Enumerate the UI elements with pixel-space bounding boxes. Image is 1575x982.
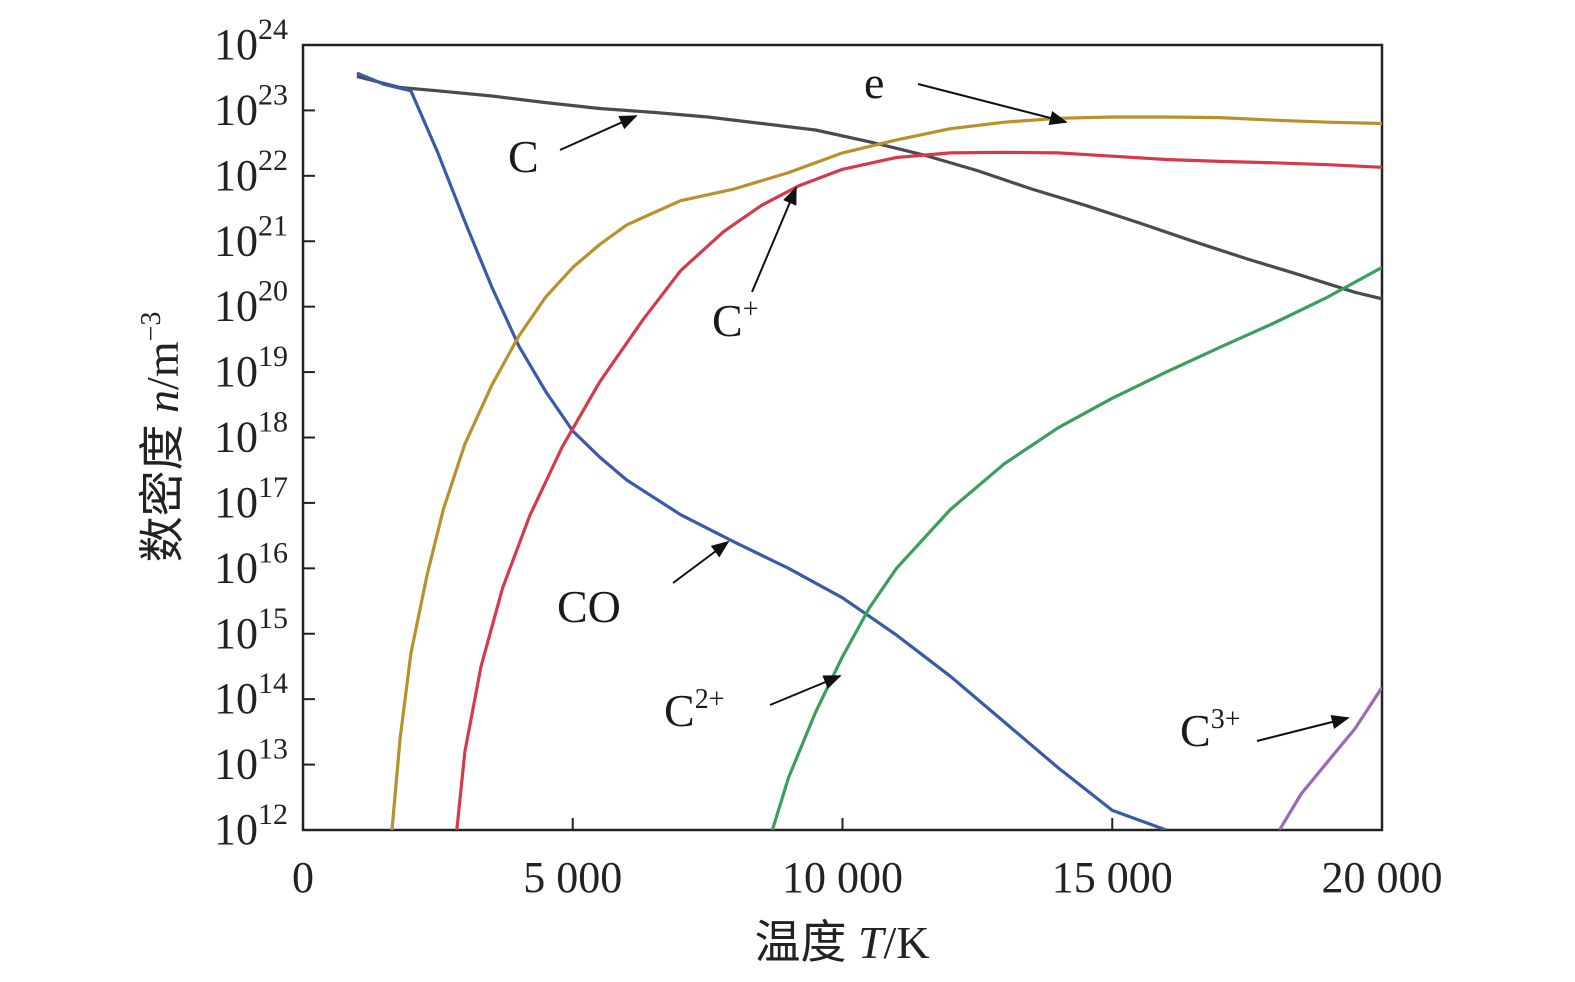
y-tick-label: 1023 (214, 78, 288, 134)
label-c2-plus-base: C (664, 685, 695, 736)
y-tick-label: 1015 (214, 602, 288, 658)
x-tick-label: 20 000 (1322, 853, 1443, 902)
y-tick-label: 1017 (214, 471, 288, 527)
y-tick-label-base: 10 (214, 282, 258, 331)
y-tick-label-exponent: 18 (258, 406, 288, 439)
label-c2-plus: C2+ (664, 684, 724, 736)
label-c2-plus-sup: 2+ (695, 684, 725, 715)
y-axis-title-unit: /m (137, 341, 188, 390)
label-e: e (864, 57, 884, 108)
y-tick-label: 1024 (214, 13, 288, 69)
y-tick-label-exponent: 16 (258, 536, 288, 569)
y-tick-label: 1013 (214, 733, 288, 789)
label-c3-plus-sup: 3+ (1211, 704, 1241, 735)
series-line-co (356, 71, 1167, 830)
y-tick-label-exponent: 23 (258, 78, 288, 111)
arrow-c-plus (751, 186, 797, 293)
label-c3-plus: C3+ (1180, 704, 1240, 756)
annotation-arrows (559, 83, 1350, 742)
x-axis-title-symbol: T (858, 917, 887, 968)
y-tick-label-base: 10 (214, 347, 258, 396)
x-tick-label: 0 (292, 853, 314, 902)
y-tick-label-base: 10 (214, 151, 258, 200)
y-tick-label-base: 10 (214, 805, 258, 854)
y-tick-label-exponent: 20 (258, 275, 288, 308)
y-tick-label-exponent: 22 (258, 144, 288, 177)
y-tick-label-base: 10 (214, 740, 258, 789)
y-tick-label-base: 10 (214, 609, 258, 658)
x-axis-ticks: 0 5 000 10 000 15 000 20 000 (292, 818, 1443, 902)
label-c: C (508, 131, 539, 182)
y-tick-label: 1022 (214, 144, 288, 200)
y-tick-label: 1014 (214, 667, 288, 723)
y-tick-label-exponent: 19 (258, 340, 288, 373)
y-tick-label: 1021 (214, 209, 288, 265)
y-tick-label-exponent: 15 (258, 602, 288, 635)
y-tick-label: 1012 (214, 798, 288, 854)
y-tick-label-base: 10 (214, 478, 258, 527)
y-tick-label-exponent: 13 (258, 733, 288, 766)
y-tick-label-exponent: 21 (258, 209, 288, 242)
series-lines (356, 71, 1382, 830)
y-axis-ticks: 1024102310221021102010191018101710161015… (214, 13, 315, 854)
y-axis-title: 数密度 n/m−3 (136, 312, 188, 563)
series-line-e (390, 115, 1382, 830)
y-tick-label: 1020 (214, 275, 288, 331)
y-tick-label-base: 10 (214, 85, 258, 134)
label-c-plus: C+ (712, 294, 758, 346)
y-tick-label-base: 10 (214, 543, 258, 592)
x-axis-title: 温度 T/K (754, 917, 929, 968)
x-axis-title-suffix: /K (884, 917, 930, 968)
label-c3-plus-base: C (1180, 705, 1211, 756)
y-tick-label-base: 10 (214, 216, 258, 265)
series-line-c-plus (455, 150, 1382, 830)
y-tick-label-exponent: 14 (258, 667, 288, 700)
x-tick-label: 5 000 (523, 853, 622, 902)
x-tick-label: 10 000 (782, 853, 903, 902)
y-tick-label-exponent: 12 (258, 798, 288, 831)
y-tick-label-exponent: 24 (258, 13, 288, 46)
x-tick-label: 15 000 (1052, 853, 1173, 902)
y-axis-title-unit-exp: −3 (136, 312, 167, 342)
arrow-co (672, 540, 730, 584)
y-tick-label: 1018 (214, 406, 288, 462)
arrow-c (559, 115, 638, 151)
y-tick-label-base: 10 (214, 413, 258, 462)
y-axis-title-symbol: n (137, 390, 188, 413)
y-tick-label: 1016 (214, 536, 288, 592)
y-axis-title-prefix: 数密度 (137, 413, 188, 563)
y-tick-label-exponent: 17 (258, 471, 288, 504)
y-tick-label-base: 10 (214, 674, 258, 723)
label-co: CO (557, 581, 621, 632)
arrow-c2-plus (769, 675, 842, 706)
arrow-e (917, 83, 1068, 125)
x-axis-title-prefix: 温度 (754, 917, 858, 968)
series-line-c2-plus (770, 265, 1382, 830)
label-c-plus-base: C (712, 295, 743, 346)
series-line-c3-plus (1278, 686, 1382, 830)
y-tick-label: 1019 (214, 340, 288, 396)
arrow-c3-plus (1256, 714, 1350, 742)
series-labels: e C C+ CO C2+ C3+ (508, 57, 1240, 756)
label-c-plus-sup: + (743, 294, 759, 325)
series-line-c (356, 74, 1382, 301)
y-tick-label-base: 10 (214, 20, 258, 69)
